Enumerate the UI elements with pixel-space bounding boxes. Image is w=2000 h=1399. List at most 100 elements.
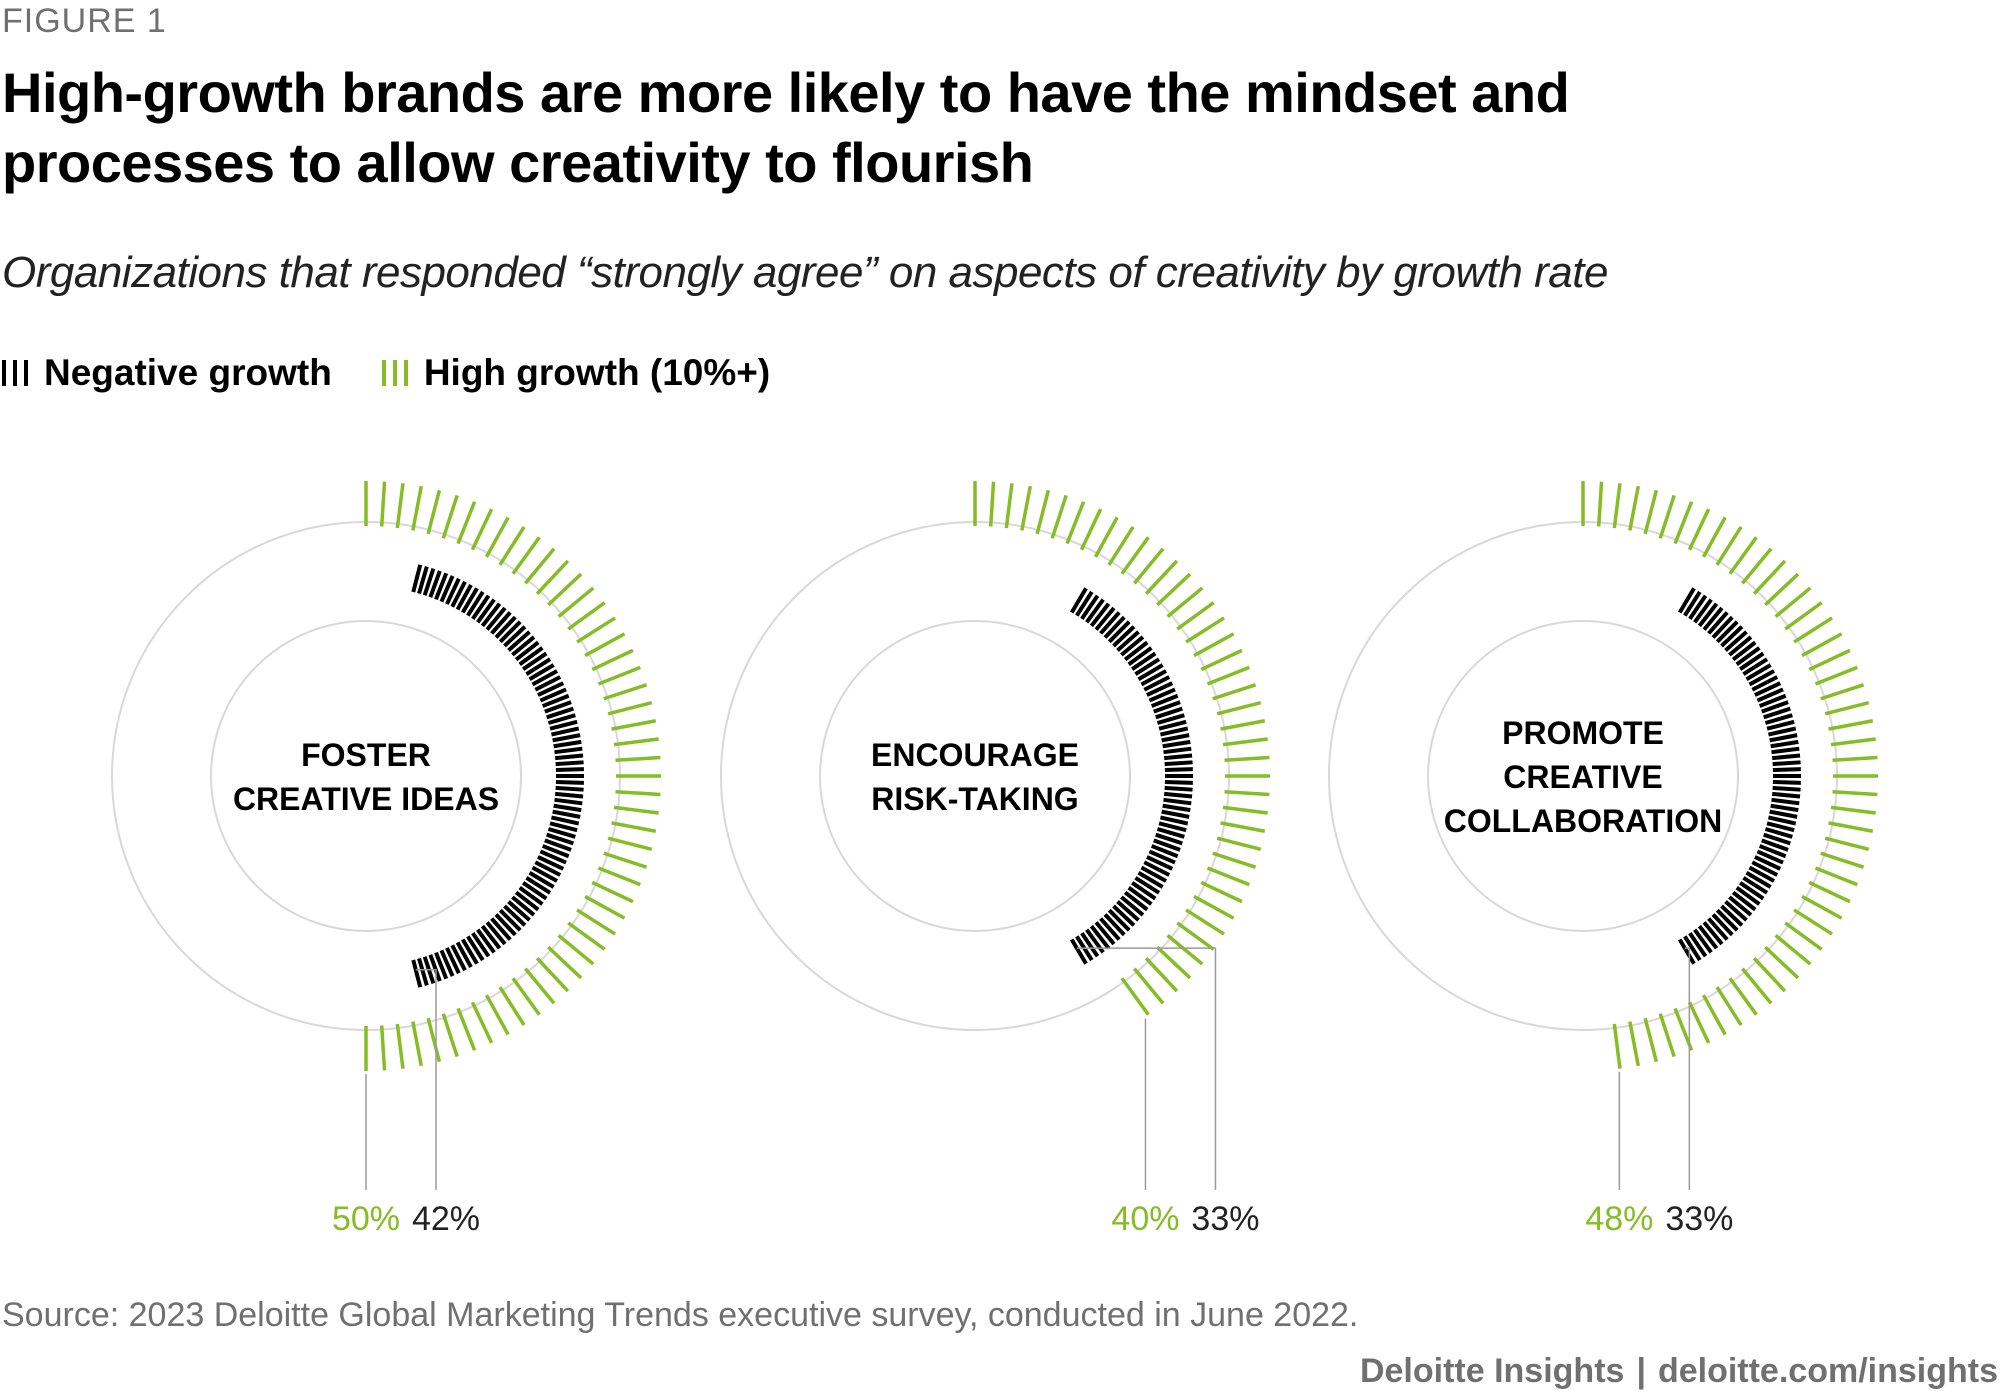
negative-growth-tick: [1748, 865, 1775, 883]
high-growth-tick: [1752, 559, 1787, 595]
high-growth-tick: [1216, 836, 1262, 852]
high-growth-tick: [1120, 536, 1150, 575]
negative-growth-tick: [434, 951, 449, 980]
high-growth-tick: [613, 737, 659, 747]
negative-growth-tick: [1153, 700, 1181, 714]
footer: Deloitte Insights | deloitte.com/insights: [1360, 1352, 1998, 1391]
negative-growth-tick: [1112, 904, 1136, 927]
high-growth-tick: [611, 719, 657, 731]
negative-growth-tick: [553, 739, 582, 749]
negative-growth-tick: [1702, 606, 1724, 631]
negative-growth-value-label: 42%: [412, 1200, 480, 1238]
negative-growth-tick: [417, 566, 429, 595]
negative-growth-tick: [1735, 886, 1761, 906]
negative-growth-tick: [1164, 785, 1193, 792]
radial-group-2: 48% 33% PROMOTE CREATIVE COLLABORATION: [1328, 481, 1878, 1238]
negative-growth-tick: [544, 838, 572, 852]
high-growth-tick: [426, 1017, 442, 1063]
high-growth-tick: [1144, 559, 1179, 595]
high-growth-tick: [511, 536, 541, 575]
high-growth-tick: [615, 789, 661, 797]
negative-growth-tick: [1763, 832, 1791, 846]
negative-growth-tick: [507, 900, 531, 922]
negative-growth-tick: [1150, 693, 1179, 708]
negative-growth-tick: [503, 625, 527, 648]
high-growth-tick: [456, 1007, 477, 1051]
high-growth-tick: [1156, 945, 1192, 980]
negative-growth-tick: [1731, 640, 1757, 662]
negative-growth-tick: [1159, 815, 1189, 826]
high-growth-tick: [1824, 836, 1870, 852]
negative-growth-tick: [1751, 860, 1779, 877]
negative-growth-tick: [1150, 844, 1179, 859]
negative-growth-tick: [498, 908, 522, 932]
negative-growth-tick: [547, 827, 576, 839]
high-growth-tick: [1035, 489, 1051, 535]
negative-growth-tick: [460, 587, 479, 614]
footer-url[interactable]: deloitte.com/insights: [1657, 1352, 1998, 1390]
legend-item-negative-growth: Negative growth: [2, 352, 332, 394]
negative-growth-tick: [1767, 815, 1797, 826]
high-growth-tick: [1004, 483, 1014, 529]
high-growth-tick: [557, 934, 595, 966]
high-growth-tick: [1715, 986, 1743, 1027]
high-growth-tick: [1212, 851, 1257, 869]
negative-growth-tick: [1693, 598, 1713, 624]
negative-growth-tick: [1728, 635, 1753, 657]
negative-growth-tick: [1112, 625, 1136, 648]
negative-growth-tick: [1148, 849, 1176, 865]
negative-growth-leader: [1684, 947, 1691, 1190]
high-growth-tick: [1222, 805, 1268, 815]
high-growth-value-label: 40%: [1111, 1200, 1179, 1238]
negative-growth-tick: [1766, 821, 1795, 833]
high-growth-tick: [1193, 894, 1235, 920]
legend-label-high-growth: High growth (10%+): [423, 352, 771, 393]
negative-growth-tick: [1771, 791, 1801, 799]
high-growth-tick: [603, 683, 648, 701]
negative-growth-tick: [1766, 719, 1795, 731]
high-growth-value-label: 50%: [332, 1200, 400, 1238]
negative-growth-tick: [534, 675, 562, 692]
negative-growth-tick: [1715, 620, 1739, 644]
category-label-line: FOSTER: [301, 737, 431, 773]
high-growth-tick: [1224, 755, 1270, 763]
high-growth-tick: [498, 525, 526, 566]
high-growth-tick: [597, 866, 641, 887]
negative-growth-leader: [415, 968, 437, 1190]
chart-title: High-growth brands are more likely to ha…: [2, 61, 1570, 194]
negative-growth-tick: [1764, 827, 1793, 839]
legend-label-negative-growth: Negative growth: [44, 352, 332, 393]
negative-growth-tick: [1769, 733, 1798, 743]
negative-growth-tick: [1120, 895, 1145, 917]
footer-separator: |: [1636, 1352, 1646, 1390]
negative-growth-tick: [1772, 779, 1801, 785]
high-growth-tick: [535, 559, 570, 595]
negative-growth-tick: [555, 779, 584, 785]
high-growth-tick: [584, 894, 626, 920]
negative-growth-tick: [1754, 855, 1782, 871]
radial-group-0: 50% 42% FOSTER CREATIVE IDEAS: [111, 481, 661, 1238]
negative-growth-tick: [1771, 753, 1801, 761]
high-growth-tick: [498, 986, 526, 1027]
negative-growth-tick: [1163, 797, 1192, 806]
negative-growth-tick: [434, 572, 449, 601]
high-growth-tick: [584, 632, 626, 658]
negative-growth-value-label: 33%: [1665, 1200, 1733, 1238]
negative-growth-tick: [1131, 881, 1157, 901]
negative-growth-tick: [1107, 620, 1131, 644]
high-growth-tick: [1166, 586, 1204, 618]
category-label-line: ENCOURAGE: [871, 737, 1079, 773]
negative-growth-tick: [485, 921, 507, 946]
radial-group-1: 40% 33% ENCOURAGE RISK-TAKING: [720, 481, 1270, 1238]
negative-growth-tick: [485, 606, 507, 631]
negative-growth-tick: [518, 646, 544, 666]
negative-growth-tick: [1164, 779, 1193, 785]
radial-chart: 50% 42% FOSTER CREATIVE IDEAS 40% 33% ENCOURAG…: [111, 481, 1878, 1238]
negative-growth-tick: [490, 611, 512, 635]
high-growth-tick: [1715, 525, 1743, 566]
negative-growth-value-label: 33%: [1191, 1200, 1259, 1238]
negative-growth-tick: [503, 904, 527, 927]
high-growth-tick: [470, 508, 494, 551]
negative-growth-tick: [445, 577, 461, 605]
negative-growth-tick: [471, 932, 491, 958]
